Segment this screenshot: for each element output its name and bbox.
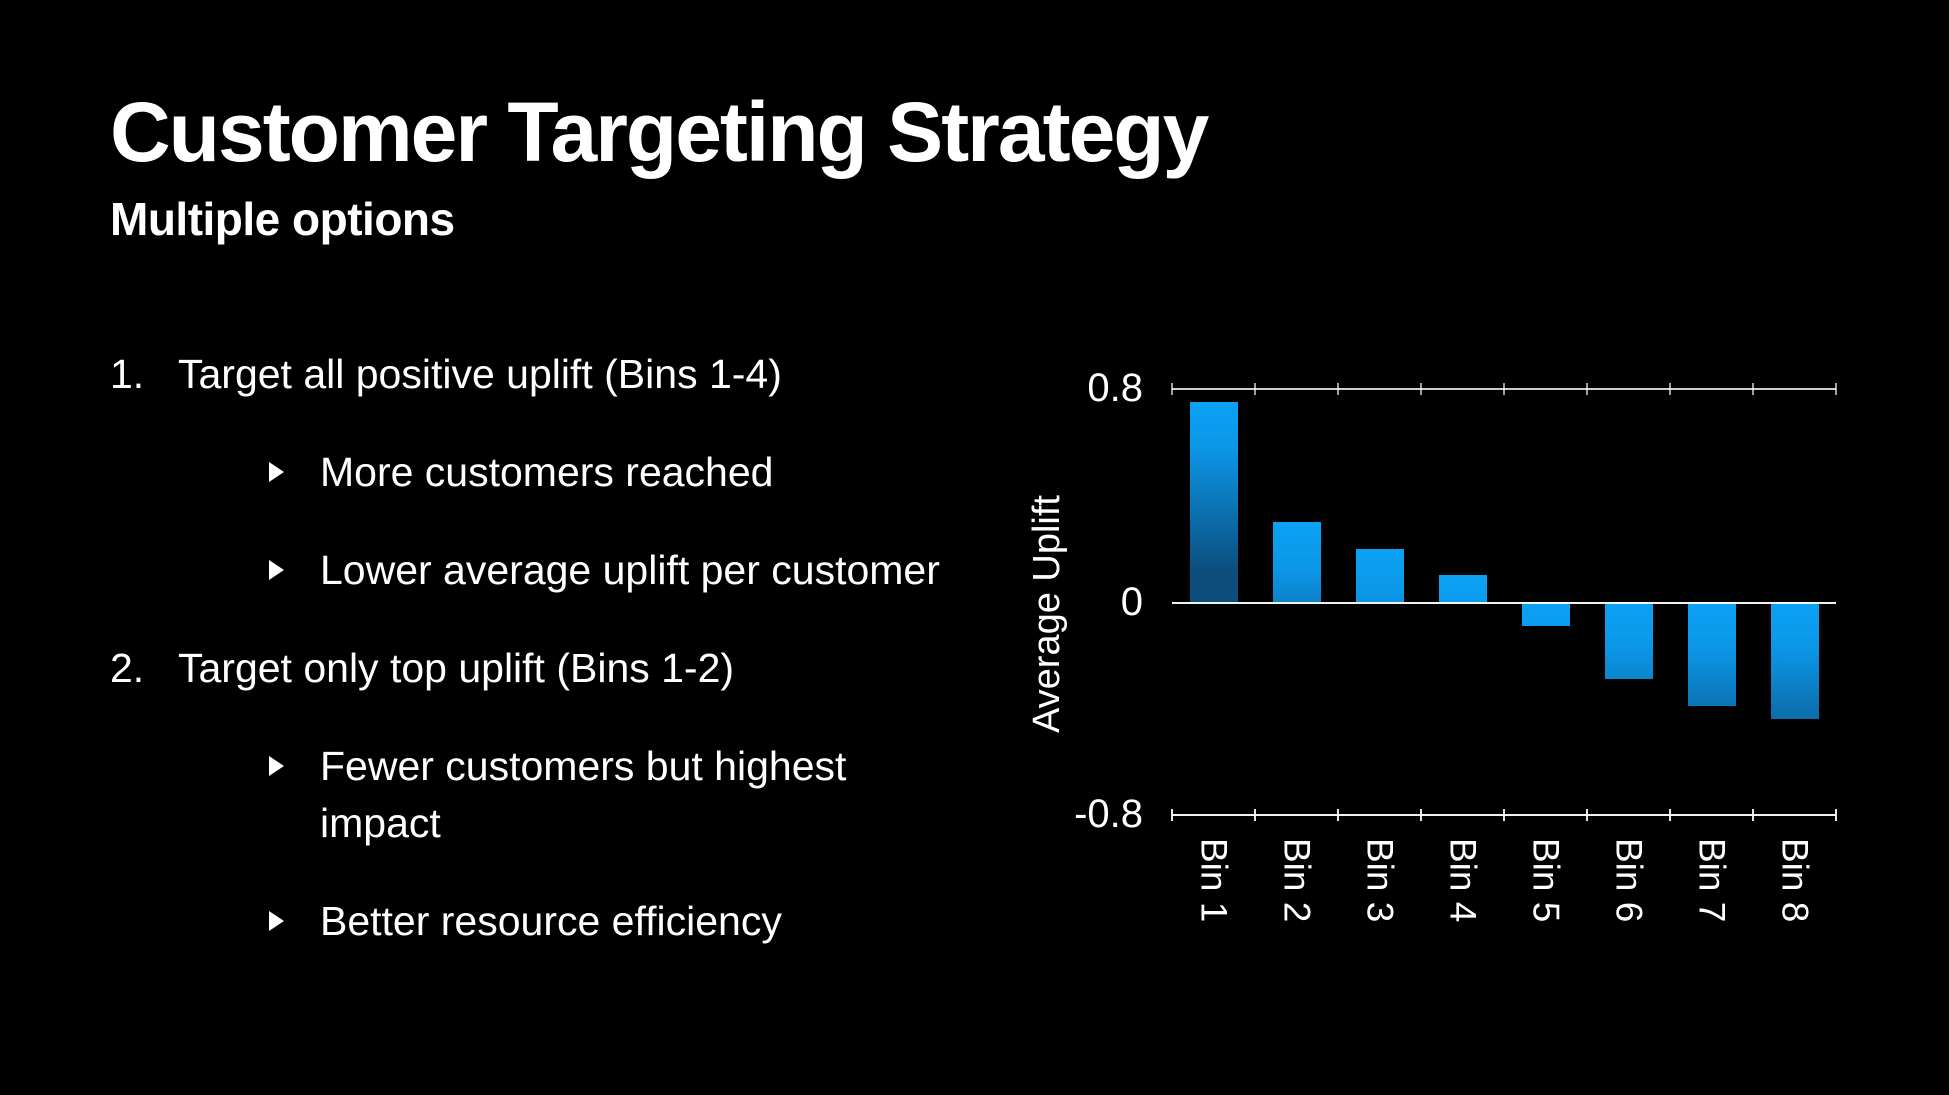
option-2-point-1: Fewer customers but highest impact [263, 738, 1090, 852]
x-category-label: Bin 7 [1691, 838, 1733, 923]
x-category-label: Bin 4 [1442, 838, 1484, 923]
x-category-label: Bin 3 [1359, 838, 1401, 923]
bullet-triangle-icon [263, 893, 320, 950]
bar-bin-3 [1355, 548, 1404, 602]
option-1: 1. Target all positive uplift (Bins 1-4) [110, 346, 1090, 403]
axis-tick [1420, 809, 1422, 821]
gridline-tick [1254, 383, 1256, 395]
bar-bin-2 [1272, 522, 1321, 602]
slide-subtitle: Multiple options [110, 193, 455, 245]
point-text: Better resource efficiency [320, 898, 782, 944]
gridline-tick [1171, 383, 1173, 395]
option-2: 2. Target only top uplift (Bins 1-2) [110, 640, 1090, 697]
axis-tick [1171, 809, 1173, 821]
x-category-label: Bin 6 [1608, 838, 1650, 923]
option-2-number: 2. [110, 645, 145, 691]
axis-tick [1752, 809, 1754, 821]
bullet-triangle-icon [263, 738, 320, 852]
gridline-tick [1420, 383, 1422, 395]
axis-tick [1586, 809, 1588, 821]
slide-title: Customer Targeting Strategy [110, 85, 1209, 179]
axis-tick [1254, 809, 1256, 821]
option-1-point-2: Lower average uplift per customer [263, 542, 1090, 599]
option-1-point-1: More customers reached [263, 444, 1090, 501]
y-tick-label-bottom: -0.8 [1074, 792, 1143, 836]
point-text: impact [320, 800, 441, 846]
bar-bin-7 [1687, 602, 1736, 706]
bar-bin-8 [1770, 602, 1819, 720]
y-tick-label-top: 0.8 [1087, 366, 1143, 410]
point-text: Lower average uplift per customer [320, 547, 940, 593]
point-text: More customers reached [320, 449, 774, 495]
y-tick-label-zero: 0 [1120, 580, 1143, 624]
gridline-tick [1586, 383, 1588, 395]
axis-tick [1669, 809, 1671, 821]
gridline-tick [1752, 383, 1754, 395]
gridline-tick [1835, 383, 1837, 395]
bullet-triangle-icon [263, 444, 320, 501]
gridline-tick [1337, 383, 1339, 395]
gridline-tick [1503, 383, 1505, 395]
zero-line [1172, 602, 1836, 604]
option-1-number: 1. [110, 351, 145, 397]
axis-tick [1503, 809, 1505, 821]
x-category-label: Bin 5 [1525, 838, 1567, 923]
axis-tick [1337, 809, 1339, 821]
bullet-triangle-icon [263, 542, 320, 599]
bar-bin-4 [1438, 575, 1487, 602]
x-category-label: Bin 8 [1774, 838, 1816, 923]
bar-bin-6 [1604, 602, 1653, 680]
bar-bin-5 [1521, 602, 1570, 626]
option-1-label: Target all positive uplift (Bins 1-4) [178, 351, 782, 397]
point-text: Fewer customers but highest [320, 743, 847, 789]
bar-bin-1 [1189, 402, 1238, 602]
gridline-tick [1669, 383, 1671, 395]
option-2-point-2: Better resource efficiency [263, 893, 1090, 950]
x-category-label: Bin 1 [1193, 838, 1235, 923]
x-category-label: Bin 2 [1276, 838, 1318, 923]
options-list: 1. Target all positive uplift (Bins 1-4) … [110, 346, 1090, 991]
option-2-label: Target only top uplift (Bins 1-2) [178, 645, 735, 691]
axis-tick [1835, 809, 1837, 821]
